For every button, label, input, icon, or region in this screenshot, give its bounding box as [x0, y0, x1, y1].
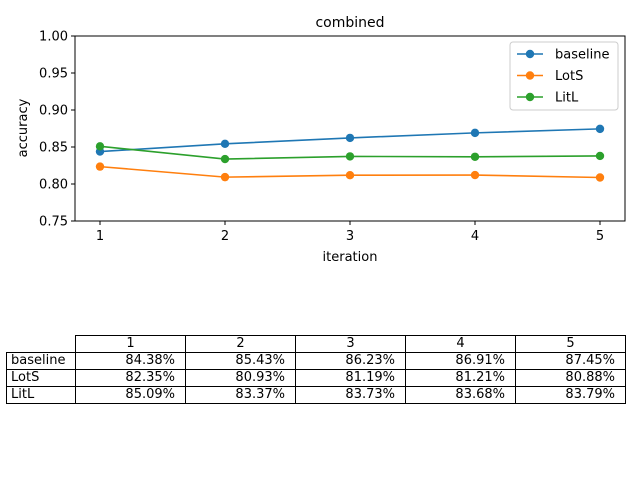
table-cell: 81.19%: [295, 369, 406, 387]
data-point-LitL: [470, 152, 480, 161]
table-cell: 82.35%: [75, 369, 186, 387]
legend-marker-LitL: [525, 92, 535, 102]
table-cell: 83.79%: [515, 386, 626, 404]
series-lines: [95, 124, 605, 182]
table-cell: 86.23%: [295, 352, 406, 370]
table-cell: 80.93%: [185, 369, 296, 387]
data-point-baseline: [470, 128, 480, 138]
table-column-header: 3: [295, 335, 406, 353]
table-cell: 83.73%: [295, 386, 406, 404]
data-point-LotS: [470, 170, 480, 180]
data-point-baseline: [220, 139, 230, 149]
table-row-header: LotS: [6, 369, 76, 387]
data-point-LitL: [595, 151, 605, 161]
legend-marker-LotS: [525, 71, 535, 80]
table-row: baseline 84.38% 85.43% 86.23% 86.91% 87.45%: [6, 352, 626, 370]
table-cell: 86.91%: [405, 352, 516, 370]
table-cell: 84.38%: [75, 352, 186, 370]
legend-marker-baseline: [525, 49, 535, 59]
table-cell: 80.88%: [515, 369, 626, 387]
data-point-LotS: [95, 162, 105, 171]
data-point-LotS: [220, 172, 230, 182]
data-point-LotS: [595, 173, 605, 182]
legend-label-LitL: LitL: [555, 91, 579, 106]
data-table: 1 2 3 4 5 baseline 84.38% 85.43% 86.23% 86.91% 87.…: [6, 335, 626, 404]
x-tick-label: 2: [221, 229, 229, 244]
table-cell: 85.43%: [185, 352, 296, 370]
legend-box: [509, 41, 619, 111]
table-column-header: 5: [515, 335, 626, 353]
table-cell: 85.09%: [75, 386, 186, 404]
x-tick-label: 3: [346, 229, 354, 244]
data-point-LitL: [345, 152, 355, 161]
axes: 1 2 3 4 5 0.75 0.80 0.85 0.90 0.95 1.00: [39, 30, 626, 244]
table-cell: 83.68%: [405, 386, 516, 404]
x-tick-label: 1: [96, 229, 104, 244]
x-axis-label: iteration: [323, 250, 378, 265]
chart-title: combined: [315, 15, 384, 31]
table-corner: [7, 336, 76, 353]
table-cell: 83.37%: [185, 386, 296, 404]
legend-label-LotS: LotS: [555, 69, 583, 84]
x-tick-label: 4: [471, 229, 479, 244]
y-axis-label: accuracy: [16, 98, 31, 157]
y-tick-label: 0.95: [39, 67, 68, 82]
legend: baseline LotS LitL: [509, 41, 619, 111]
line-chart: combined 1 2 3 4 5 0.75 0.80 0.85 0.90 0.95 1.00 b…: [16, 15, 626, 265]
data-point-baseline: [595, 124, 605, 134]
table-cell: 81.21%: [405, 369, 516, 387]
y-tick-label: 0.85: [39, 141, 68, 156]
x-tick-label: 5: [596, 229, 604, 244]
table-row-header: LitL: [6, 386, 76, 404]
y-tick-label: 0.80: [39, 178, 68, 193]
table-row-header: baseline: [6, 352, 76, 370]
y-tick-label: 1.00: [39, 30, 68, 45]
table-column-header: 1: [75, 335, 186, 353]
y-tick-label: 0.75: [39, 215, 68, 230]
data-point-LotS: [345, 170, 355, 180]
legend-label-baseline: baseline: [555, 48, 609, 63]
table-column-header: 4: [405, 335, 516, 353]
y-tick-label: 0.90: [39, 104, 68, 119]
table-row: LitL 85.09% 83.37% 83.73% 83.68% 83.79%: [6, 386, 626, 404]
table-row: LotS 82.35% 80.93% 81.19% 81.21% 80.88%: [6, 369, 626, 387]
data-point-LitL: [220, 154, 230, 164]
table-cell: 87.45%: [515, 352, 626, 370]
table-column-header: 2: [185, 335, 296, 353]
data-point-baseline: [345, 133, 355, 143]
data-point-LitL: [95, 142, 105, 151]
